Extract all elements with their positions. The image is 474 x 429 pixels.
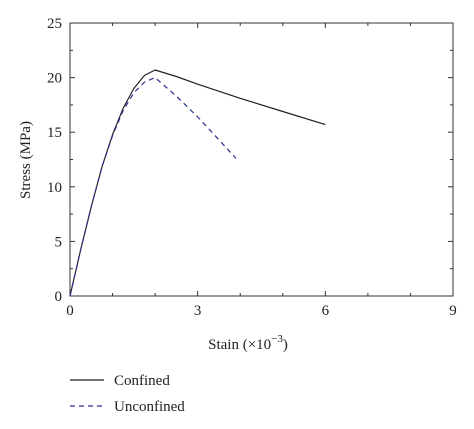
y-tick-label: 20: [47, 71, 62, 87]
x-tick-label: 3: [194, 303, 202, 319]
x-tick-label: 6: [322, 303, 330, 319]
x-axis-title-close: ): [283, 337, 288, 353]
legend: Confined Unconfined: [70, 373, 185, 415]
x-tick-label: 0: [66, 303, 74, 319]
x-axis-title: Stain (×10−3): [208, 333, 288, 353]
plot-frame: [69, 22, 454, 297]
x-axis-ticks: 0 3 6 9: [66, 23, 457, 319]
x-tick-label: 9: [449, 303, 457, 319]
y-tick-label: 0: [55, 289, 63, 305]
legend-label-unconfined: Unconfined: [114, 399, 185, 415]
series-line-unconfined: [69, 77, 237, 297]
plot-area: [69, 22, 454, 297]
y-tick-label: 10: [47, 180, 62, 196]
x-axis-title-exponent: −3: [271, 333, 283, 345]
series-line-confined: [69, 69, 326, 297]
y-tick-label: 5: [55, 234, 63, 250]
series-layer: [69, 69, 326, 297]
y-tick-label: 15: [47, 125, 62, 141]
y-axis-ticks: 0 5 10 15 20 25: [47, 16, 453, 305]
y-axis-title: Stress (MPa): [18, 121, 34, 199]
y-tick-label: 25: [47, 16, 62, 32]
x-axis-title-main: Stain (×10: [208, 337, 271, 353]
legend-label-confined: Confined: [114, 373, 170, 389]
